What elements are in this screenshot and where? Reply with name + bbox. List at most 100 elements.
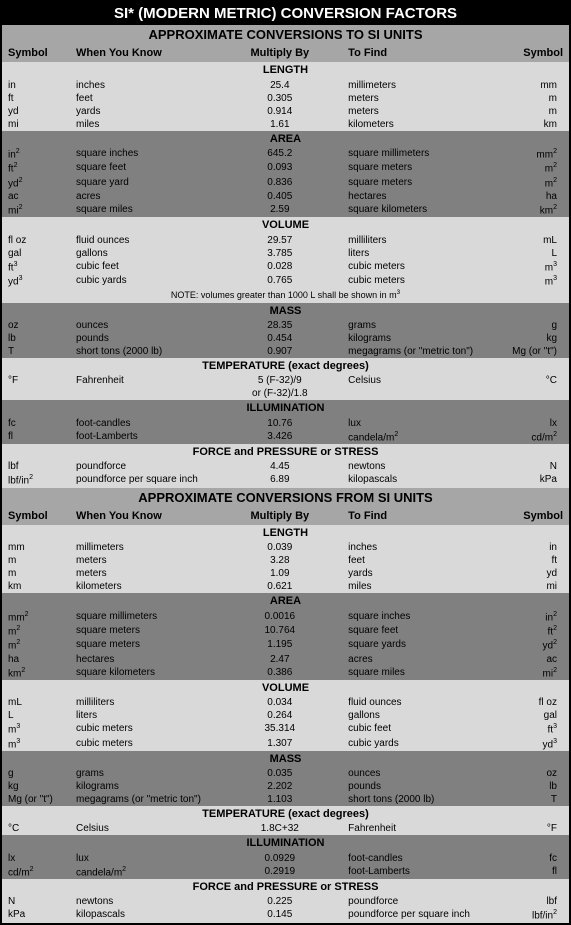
data-row: mm2square millimeters0.0016square inches…	[2, 610, 569, 624]
cell-unit-from: square yard	[70, 176, 217, 190]
category-header-row: FORCE and PRESSURE or STRESS	[2, 879, 569, 895]
cell-unit-from: meters	[70, 554, 217, 567]
cell-factor: 3.28	[217, 554, 342, 567]
conversion-data-table: SymbolWhen You KnowMultiply ByTo FindSym…	[2, 44, 569, 488]
cell-factor: 0.454	[217, 332, 342, 345]
cell-symbol-to: ft2	[501, 624, 569, 638]
cell-symbol-from: mL	[2, 696, 70, 709]
cell-factor: 2.59	[217, 203, 342, 217]
cell-unit-from: miles	[70, 118, 217, 131]
cell-symbol-to: ft	[501, 554, 569, 567]
cell-factor: 4.45	[217, 460, 342, 473]
cell-unit-to: newtons	[342, 460, 501, 473]
col-multiply-by: Multiply By	[217, 507, 342, 525]
cell-factor: 0.914	[217, 105, 342, 118]
cell-factor: 35.314	[217, 722, 342, 736]
cell-symbol-from: kg	[2, 780, 70, 793]
note-text: NOTE: volumes greater than 1000 L shall …	[2, 288, 569, 303]
cell-symbol-to	[501, 387, 569, 400]
cell-symbol-from: kPa	[2, 908, 70, 922]
cell-symbol-from: m2	[2, 638, 70, 652]
cell-unit-from: liters	[70, 709, 217, 722]
cell-symbol-to: yd2	[501, 638, 569, 652]
category-header-row: VOLUME	[2, 217, 569, 233]
cell-unit-to: fluid ounces	[342, 696, 501, 709]
cell-symbol-to: fl	[501, 865, 569, 879]
cell-factor: 0.034	[217, 696, 342, 709]
cell-unit-to: square kilometers	[342, 203, 501, 217]
cell-unit-to: square yards	[342, 638, 501, 652]
cell-unit-from: square feet	[70, 161, 217, 175]
cell-unit-to: square meters	[342, 176, 501, 190]
cell-symbol-from: lb	[2, 332, 70, 345]
cell-symbol-to: ft3	[501, 722, 569, 736]
cell-unit-from: gallons	[70, 247, 217, 260]
data-row: in2square inches645.2square millimetersm…	[2, 147, 569, 161]
cell-unit-to: cubic meters	[342, 260, 501, 274]
category-header-row: TEMPERATURE (exact degrees)	[2, 358, 569, 374]
cell-symbol-from: yd2	[2, 176, 70, 190]
cell-unit-to	[342, 387, 501, 400]
cell-factor: 29.57	[217, 234, 342, 247]
cell-symbol-from: in	[2, 79, 70, 92]
cell-factor: 0.035	[217, 767, 342, 780]
cell-unit-to: yards	[342, 567, 501, 580]
cell-symbol-to: lbf	[501, 895, 569, 908]
note-row: NOTE: volumes greater than 1000 L shall …	[2, 288, 569, 303]
cell-unit-from: square miles	[70, 203, 217, 217]
cell-symbol-to: lbf/in2	[501, 908, 569, 922]
cell-unit-to: square feet	[342, 624, 501, 638]
data-row: °FFahrenheit5 (F-32)/9Celsius°C	[2, 374, 569, 387]
cell-factor: 2.202	[217, 780, 342, 793]
cell-unit-to: cubic yards	[342, 737, 501, 751]
cell-factor: 645.2	[217, 147, 342, 161]
cell-unit-to: foot-candles	[342, 852, 501, 865]
cell-unit-to: square inches	[342, 610, 501, 624]
column-header-row: SymbolWhen You KnowMultiply ByTo FindSym…	[2, 507, 569, 525]
category-name: VOLUME	[2, 217, 569, 233]
cell-unit-to: milliliters	[342, 234, 501, 247]
sections-container: APPROXIMATE CONVERSIONS TO SI UNITSSymbo…	[2, 25, 569, 923]
main-title: SI* (MODERN METRIC) CONVERSION FACTORS	[2, 2, 569, 25]
cell-symbol-to: kg	[501, 332, 569, 345]
data-row: m2square meters10.764square feetft2	[2, 624, 569, 638]
col-symbol-1: Symbol	[2, 44, 70, 62]
cell-symbol-from: ha	[2, 653, 70, 666]
category-header-row: ILLUMINATION	[2, 835, 569, 851]
cell-unit-to: short tons (2000 lb)	[342, 793, 501, 806]
category-name: ILLUMINATION	[2, 835, 569, 851]
category-header-row: MASS	[2, 751, 569, 767]
cell-unit-to: poundforce per square inch	[342, 908, 501, 922]
cell-unit-from: square inches	[70, 147, 217, 161]
category-header-row: VOLUME	[2, 680, 569, 696]
cell-symbol-to: °F	[501, 822, 569, 835]
cell-symbol-from: °F	[2, 374, 70, 387]
col-when-you-know: When You Know	[70, 507, 217, 525]
cell-factor: 3.426	[217, 430, 342, 444]
cell-factor: 10.76	[217, 417, 342, 430]
category-header-row: FORCE and PRESSURE or STRESS	[2, 444, 569, 460]
data-row: km2square kilometers0.386square milesmi2	[2, 666, 569, 680]
data-row: kmkilometers0.621milesmi	[2, 580, 569, 593]
cell-symbol-from: L	[2, 709, 70, 722]
cell-unit-from: kilometers	[70, 580, 217, 593]
cell-symbol-from: in2	[2, 147, 70, 161]
category-name: FORCE and PRESSURE or STRESS	[2, 444, 569, 460]
cell-factor: 0.093	[217, 161, 342, 175]
cell-symbol-from: ft2	[2, 161, 70, 175]
cell-symbol-from: ft3	[2, 260, 70, 274]
col-to-find: To Find	[342, 507, 501, 525]
cell-symbol-from: m2	[2, 624, 70, 638]
cell-factor: 2.47	[217, 653, 342, 666]
data-row: mmeters3.28feetft	[2, 554, 569, 567]
data-row: lxlux0.0929foot-candlesfc	[2, 852, 569, 865]
cell-symbol-from: N	[2, 895, 70, 908]
col-to-find: To Find	[342, 44, 501, 62]
cell-symbol-from: mm	[2, 541, 70, 554]
cell-unit-to: millimeters	[342, 79, 501, 92]
cell-unit-to: acres	[342, 653, 501, 666]
cell-symbol-to: yd3	[501, 737, 569, 751]
category-name: TEMPERATURE (exact degrees)	[2, 358, 569, 374]
cell-unit-from: Fahrenheit	[70, 374, 217, 387]
cell-unit-to: cubic meters	[342, 274, 501, 288]
